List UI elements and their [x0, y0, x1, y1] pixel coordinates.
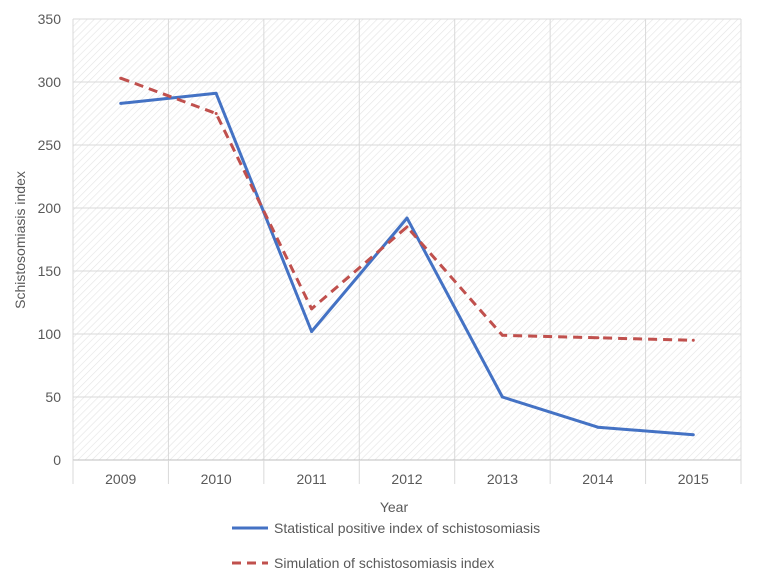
legend-label-2: Simulation of schistosomiasis index	[274, 555, 494, 571]
plot-area-background	[73, 19, 741, 460]
data-point-s2	[405, 225, 409, 229]
legend: Statistical positive index of schistosom…	[232, 520, 540, 571]
data-point-s2	[500, 333, 504, 337]
x-tick-label: 2011	[297, 471, 327, 487]
data-point-s2	[310, 307, 314, 311]
data-point-s1	[214, 91, 218, 95]
x-axis-title: Year	[380, 499, 409, 515]
y-tick-label: 200	[38, 200, 62, 216]
y-tick-label: 0	[53, 452, 61, 468]
data-point-s1	[596, 425, 600, 429]
data-point-s2	[214, 112, 218, 115]
y-axis-title: Schistosomiasis index	[12, 171, 28, 309]
data-point-s2	[119, 76, 123, 80]
axes: 0 50 100 150 200 250 300 350 2009 2010 2011 2012 201…	[38, 11, 742, 487]
data-point-s1	[500, 395, 504, 399]
data-point-s1	[119, 101, 123, 105]
gridlines	[72, 18, 742, 460]
y-tick-label: 250	[38, 137, 62, 153]
x-tick-label: 2014	[582, 471, 613, 487]
x-tick-label: 2012	[391, 471, 422, 487]
x-tick-label: 2010	[201, 471, 232, 487]
x-tick-label: 2009	[105, 471, 136, 487]
data-point-s1	[405, 216, 409, 220]
data-point-s1	[691, 433, 695, 437]
y-tick-label: 100	[38, 326, 62, 342]
series-lines	[119, 76, 695, 437]
y-tick-label: 50	[45, 389, 61, 405]
x-tick-label: 2013	[487, 471, 518, 487]
x-tick-label: 2015	[678, 471, 709, 487]
legend-label-1: Statistical positive index of schistosom…	[274, 520, 540, 536]
y-tick-label: 150	[38, 263, 62, 279]
data-point-s1	[310, 329, 314, 333]
data-point-s2	[691, 338, 695, 342]
data-point-s2	[596, 336, 600, 340]
y-tick-label: 350	[38, 11, 62, 27]
y-tick-label: 300	[38, 74, 62, 90]
